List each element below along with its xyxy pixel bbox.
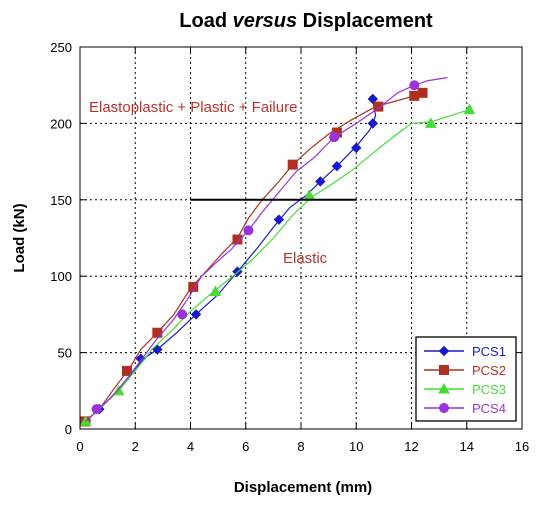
legend-item-pcs3: PCS3 bbox=[424, 382, 506, 397]
data-point-pcs4 bbox=[177, 309, 188, 320]
data-point-pcs3 bbox=[424, 117, 437, 128]
data-point-pcs2 bbox=[409, 90, 420, 101]
x-tick-label: 6 bbox=[242, 439, 249, 454]
series-line-pcs3 bbox=[85, 109, 470, 422]
annotation-elastoplastic: Elastoplastic + Plastic + Failure bbox=[89, 99, 297, 116]
data-point-pcs2 bbox=[121, 365, 132, 376]
data-point-pcs1 bbox=[351, 142, 362, 154]
data-point-pcs2 bbox=[373, 101, 384, 112]
data-point-pcs3 bbox=[209, 285, 222, 296]
series-line-pcs4 bbox=[85, 77, 448, 422]
data-point-pcs2 bbox=[152, 327, 163, 338]
legend-marker-pcs4 bbox=[439, 403, 449, 413]
legend-item-pcs2: PCS2 bbox=[424, 363, 506, 378]
chart-title-part: Load bbox=[179, 10, 232, 32]
x-tick-label: 16 bbox=[515, 439, 529, 454]
legend-label: PCS2 bbox=[472, 363, 506, 378]
chart-title-part: versus bbox=[233, 10, 298, 32]
legend-label: PCS4 bbox=[472, 401, 506, 416]
x-tick-label: 14 bbox=[460, 439, 474, 454]
data-point-pcs2 bbox=[417, 87, 428, 98]
axis-layer: 0 2 4 6 8 10 12 14 16 0 50 100 150 200 250 Displacement… bbox=[11, 40, 529, 496]
x-axis-title: Displacement (mm) bbox=[234, 479, 372, 496]
data-point-pcs4 bbox=[329, 132, 340, 143]
annotation-elastic: Elastic bbox=[283, 250, 328, 267]
legend-marker-pcs2 bbox=[439, 365, 449, 375]
series-pcs4 bbox=[85, 77, 448, 422]
data-point-pcs4 bbox=[91, 404, 102, 415]
y-tick-label: 250 bbox=[50, 40, 72, 55]
y-tick-label: 200 bbox=[50, 116, 72, 131]
chart-title: Load versus Displacement bbox=[179, 10, 433, 32]
data-point-pcs1 bbox=[315, 176, 326, 187]
legend-marker-pcs3 bbox=[438, 382, 450, 394]
data-point-pcs2 bbox=[287, 159, 298, 170]
data-point-pcs1 bbox=[367, 118, 379, 129]
y-tick-label: 150 bbox=[50, 193, 72, 208]
legend-item-pcs1: PCS1 bbox=[424, 344, 506, 359]
data-point-pcs1 bbox=[367, 93, 379, 105]
data-point-pcs3 bbox=[463, 103, 476, 115]
legend-label: PCS3 bbox=[472, 382, 506, 397]
legend-label: PCS1 bbox=[472, 344, 506, 359]
y-tick-label: 50 bbox=[58, 346, 72, 361]
x-tick-label: 10 bbox=[349, 439, 363, 454]
x-tick-label: 0 bbox=[76, 439, 83, 454]
series-line-pcs2 bbox=[85, 92, 423, 422]
data-point-pcs4 bbox=[409, 80, 420, 91]
x-tick-label: 2 bbox=[132, 439, 139, 454]
y-tick-label: 0 bbox=[65, 422, 72, 437]
data-point-pcs1 bbox=[190, 309, 202, 320]
annotation-layer: Elastoplastic + Plastic + Failure Elastic bbox=[89, 99, 357, 267]
data-point-pcs1 bbox=[331, 160, 343, 172]
y-axis-title: Load (kN) bbox=[11, 203, 28, 272]
y-tick-label: 100 bbox=[50, 269, 72, 284]
legend-marker-pcs1 bbox=[438, 345, 450, 357]
data-point-pcs2 bbox=[188, 281, 199, 292]
legend-item-pcs4: PCS4 bbox=[424, 401, 506, 416]
series-layer bbox=[79, 77, 476, 427]
x-tick-label: 4 bbox=[187, 439, 194, 454]
x-tick-label: 12 bbox=[404, 439, 418, 454]
data-point-pcs2 bbox=[232, 234, 243, 245]
grid-layer bbox=[80, 47, 522, 429]
series-pcs3 bbox=[79, 103, 476, 426]
x-tick-label: 8 bbox=[297, 439, 304, 454]
chart-title-part: Displacement bbox=[297, 10, 433, 32]
data-point-pcs1 bbox=[273, 214, 285, 225]
data-point-pcs1 bbox=[152, 344, 163, 355]
data-point-pcs4 bbox=[243, 225, 254, 236]
legend: PCS1 PCS2 PCS3 PCS4 bbox=[415, 336, 517, 422]
